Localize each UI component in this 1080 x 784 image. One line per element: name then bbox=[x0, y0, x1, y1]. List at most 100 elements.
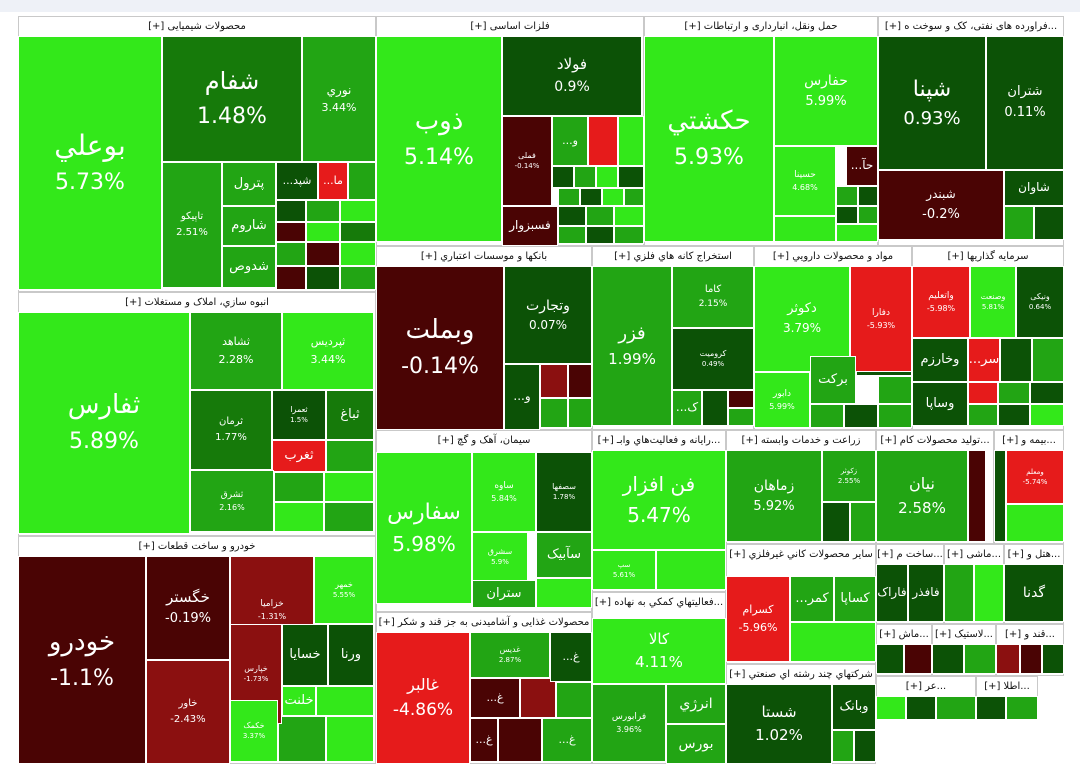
stock-tile[interactable]: ورنا bbox=[328, 624, 374, 686]
stock-cell-small[interactable] bbox=[540, 364, 568, 398]
stock-tile[interactable]: شپنا 0.93% bbox=[878, 36, 986, 170]
stock-tile[interactable]: دکوثر 3.79% bbox=[754, 266, 850, 372]
stock-tile[interactable]: خودرو -1.1% bbox=[18, 556, 146, 764]
stock-tile[interactable]: وخارزم bbox=[912, 338, 968, 382]
stock-tile[interactable]: ...حآ bbox=[846, 146, 878, 186]
stock-tile[interactable]: شدوص bbox=[222, 246, 276, 288]
stock-tile[interactable]: پترول bbox=[222, 162, 276, 206]
sector-title[interactable]: حمل ونقل، انبارداری و ارتباطات [+] bbox=[684, 21, 838, 32]
stock-tile[interactable]: سصفها 1.78% bbox=[536, 452, 592, 532]
sector-title[interactable]: شرکتهاي چند رشته اي صنعتي [+] bbox=[729, 669, 873, 680]
stock-tile[interactable]: ...شپد bbox=[276, 162, 318, 200]
stock-tile[interactable]: ...سر bbox=[968, 338, 1000, 382]
stock-cell-small[interactable] bbox=[702, 390, 728, 426]
stock-tile[interactable]: ثغرب bbox=[272, 440, 326, 472]
stock-tile[interactable]: شبندر -0.2% bbox=[878, 170, 1004, 240]
stock-tile[interactable]: سفارس 5.98% bbox=[376, 452, 472, 604]
stock-tile[interactable]: ثشاهد 2.28% bbox=[190, 312, 282, 390]
stock-cell-small[interactable] bbox=[306, 242, 340, 266]
stock-cell-small[interactable] bbox=[1030, 382, 1064, 404]
stock-tile[interactable]: ...ما bbox=[318, 162, 348, 200]
stock-cell-small[interactable] bbox=[558, 188, 580, 206]
stock-tile[interactable]: حفارس 5.99% bbox=[774, 36, 878, 146]
stock-tile[interactable]: حکشتي 5.93% bbox=[644, 36, 774, 242]
stock-tile[interactable]: شفام 1.48% bbox=[162, 36, 302, 162]
stock-tile[interactable]: فافذر bbox=[908, 564, 944, 622]
stock-cell-small[interactable] bbox=[556, 682, 592, 718]
stock-cell-small[interactable] bbox=[278, 716, 326, 762]
stock-tile[interactable]: شاروم bbox=[222, 206, 276, 246]
stock-tile[interactable]: دابور 5.99% bbox=[754, 372, 810, 428]
stock-tile[interactable]: برکت bbox=[810, 356, 856, 404]
stock-cell-small[interactable] bbox=[728, 390, 754, 408]
stock-tile[interactable]: ...و bbox=[552, 116, 588, 166]
sector-title[interactable]: زراعت و خدمات وابسته [+] bbox=[741, 435, 861, 446]
stock-cell-small[interactable] bbox=[326, 440, 374, 472]
sector-title[interactable]: سرمایه گذاریها [+] bbox=[947, 251, 1029, 262]
stock-cell-small[interactable] bbox=[618, 116, 644, 166]
stock-cell-small[interactable] bbox=[324, 502, 374, 532]
stock-cell-small[interactable] bbox=[904, 644, 932, 674]
stock-cell-small[interactable] bbox=[588, 116, 618, 166]
stock-tile[interactable]: فزر 1.99% bbox=[592, 266, 672, 426]
stock-cell-small[interactable] bbox=[976, 696, 1006, 720]
stock-cell-small[interactable] bbox=[932, 644, 964, 674]
stock-tile[interactable]: ستران bbox=[472, 580, 536, 608]
stock-cell-small[interactable] bbox=[520, 678, 556, 718]
stock-tile[interactable]: ذوب 5.14% bbox=[376, 36, 502, 242]
stock-cell-small[interactable] bbox=[340, 222, 376, 242]
stock-cell-small[interactable] bbox=[968, 382, 998, 404]
stock-cell-small[interactable] bbox=[580, 188, 602, 206]
stock-cell-small[interactable] bbox=[836, 206, 858, 224]
stock-tile[interactable]: ثپردیس 3.44% bbox=[282, 312, 374, 390]
sector-title[interactable]: استخراج کانه هاي فلزي [+] bbox=[614, 251, 732, 262]
stock-tile[interactable]: خلنت bbox=[282, 686, 316, 716]
stock-tile[interactable]: کاما 2.15% bbox=[672, 266, 754, 328]
stock-cell-small[interactable] bbox=[614, 226, 644, 244]
stock-cell-small[interactable] bbox=[552, 166, 574, 188]
stock-tile[interactable]: شتران 0.11% bbox=[986, 36, 1064, 170]
stock-cell-small[interactable] bbox=[596, 166, 618, 188]
stock-tile[interactable]: انرژي bbox=[666, 684, 726, 724]
stock-cell-small[interactable] bbox=[558, 226, 586, 244]
sector-title[interactable]: ...تولید محصولات کام [+] bbox=[880, 435, 990, 446]
stock-cell-small[interactable] bbox=[996, 644, 1020, 674]
stock-tile[interactable]: ...غ bbox=[542, 718, 592, 762]
stock-cell-small[interactable] bbox=[844, 404, 878, 428]
stock-cell-small[interactable] bbox=[326, 716, 374, 762]
stock-cell-small[interactable] bbox=[774, 216, 836, 242]
sector-title[interactable]: ...هتل و [+] bbox=[1007, 549, 1061, 560]
stock-tile[interactable]: وبانک bbox=[832, 684, 876, 730]
stock-cell-small[interactable] bbox=[822, 502, 850, 542]
stock-cell-small[interactable] bbox=[602, 188, 624, 206]
stock-cell-small[interactable] bbox=[964, 644, 996, 674]
stock-tile[interactable]: غدیس 2.87% bbox=[470, 632, 550, 678]
stock-tile[interactable]: بوعلي 5.73% bbox=[18, 36, 162, 290]
stock-tile[interactable]: کسرام -5.96% bbox=[726, 576, 790, 662]
stock-tile[interactable]: شاوان bbox=[1004, 170, 1064, 206]
sector-title[interactable]: ...ساخت م [+] bbox=[877, 549, 943, 560]
stock-cell-small[interactable] bbox=[568, 364, 592, 398]
stock-cell-small[interactable] bbox=[1000, 338, 1032, 382]
stock-tile[interactable]: ...و bbox=[504, 364, 540, 430]
stock-tile[interactable]: فملی -0.14% bbox=[502, 116, 552, 206]
stock-tile[interactable]: کالا 4.11% bbox=[592, 618, 726, 684]
stock-cell-small[interactable] bbox=[994, 450, 1006, 542]
stock-cell-small[interactable] bbox=[306, 266, 340, 290]
stock-tile[interactable]: فن افزار 5.47% bbox=[592, 450, 726, 550]
stock-tile[interactable]: دفارا -5.93% bbox=[850, 266, 912, 372]
stock-tile[interactable]: خگستر -0.19% bbox=[146, 556, 230, 660]
stock-tile[interactable]: ثشرق 2.16% bbox=[190, 470, 274, 532]
stock-tile[interactable]: فاراک bbox=[876, 564, 908, 622]
stock-tile[interactable]: وبملت -0.14% bbox=[376, 266, 504, 430]
stock-tile[interactable]: زماهان 5.92% bbox=[726, 450, 822, 542]
stock-cell-small[interactable] bbox=[1020, 644, 1042, 674]
sector-title[interactable]: ...ماش [+] bbox=[879, 629, 929, 640]
sector-title[interactable]: مواد و محصولات دارويي [+] bbox=[772, 251, 894, 262]
stock-tile[interactable]: ثعمرا 1.5% bbox=[272, 390, 326, 440]
stock-cell-small[interactable] bbox=[1030, 404, 1064, 426]
stock-tile[interactable]: واتعلیم -5.98% bbox=[912, 266, 970, 338]
stock-tile[interactable]: تاپیکو 2.51% bbox=[162, 162, 222, 288]
stock-cell-small[interactable] bbox=[1006, 696, 1038, 720]
stock-cell-small[interactable] bbox=[836, 224, 878, 242]
